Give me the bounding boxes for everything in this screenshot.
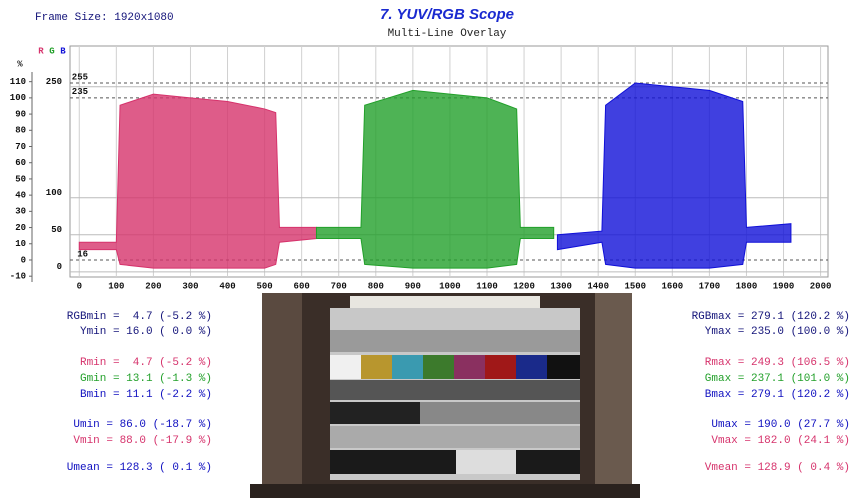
y-tick-label: 0 [57, 262, 62, 272]
waveform-band [315, 89, 555, 269]
x-tick-label: 1700 [699, 281, 721, 291]
reference-label: 235 [72, 87, 88, 97]
x-tick-label: 1800 [736, 281, 758, 291]
stat-line: Rmin = 4.7 (-5.2 %) [80, 357, 212, 369]
stat-line: Umin = 86.0 (-18.7 %) [73, 419, 212, 431]
chart-subtitle: Multi-Line Overlay [388, 28, 507, 40]
x-tick-label: 1000 [439, 281, 461, 291]
frame-size: Frame Size: 1920x1080 [35, 12, 174, 24]
y2-tick-label: 90 [15, 109, 26, 119]
x-tick-label: 1100 [476, 281, 498, 291]
x-tick-label: 1200 [513, 281, 535, 291]
x-tick-label: 100 [108, 281, 124, 291]
y2-tick-label: 50 [15, 174, 26, 184]
chart-title: 7. YUV/RGB Scope [380, 6, 514, 23]
legend-label: G [49, 46, 54, 56]
y2-tick-label: 60 [15, 158, 26, 168]
waveform-band [78, 93, 317, 269]
plot-frame [69, 45, 829, 278]
reference-label: 16 [77, 249, 88, 259]
y2-tick-label: 20 [15, 223, 26, 233]
x-tick-label: 200 [145, 281, 161, 291]
stat-line: Ymax = 235.0 (100.0 %) [705, 326, 850, 338]
stat-line: Bmax = 279.1 (120.2 %) [705, 389, 850, 401]
x-tick-label: 700 [331, 281, 347, 291]
stat-line: Gmin = 13.1 (-1.3 %) [80, 373, 212, 385]
x-tick-label: 1900 [773, 281, 795, 291]
y2-tick-label: 110 [10, 77, 26, 87]
y2-tick-label: 70 [15, 142, 26, 152]
x-tick-label: 300 [182, 281, 198, 291]
x-tick-label: 2000 [810, 281, 832, 291]
stat-line: Bmin = 11.1 (-2.2 %) [80, 389, 212, 401]
stat-line: RGBmax = 279.1 (120.2 %) [692, 311, 850, 323]
legend-label: B [60, 46, 66, 56]
x-tick-label: 1500 [624, 281, 646, 291]
stat-line: Rmax = 249.3 (106.5 %) [705, 357, 850, 369]
y-tick-label: 250 [46, 77, 62, 87]
stat-line: Vmax = 182.0 (24.1 %) [711, 435, 850, 447]
x-tick-label: 1400 [587, 281, 609, 291]
x-tick-label: 400 [219, 281, 235, 291]
stat-line: Vmin = 88.0 (-17.9 %) [73, 435, 212, 447]
y2-tick-label: 0 [21, 255, 26, 265]
x-tick-label: 500 [256, 281, 272, 291]
y2-tick-label: -10 [10, 272, 26, 282]
x-tick-label: 900 [405, 281, 421, 291]
x-tick-label: 1600 [662, 281, 684, 291]
x-tick-label: 1300 [550, 281, 572, 291]
stat-line: Ymin = 16.0 ( 0.0 %) [80, 326, 212, 338]
y2-tick-label: 40 [15, 191, 26, 201]
stat-line: RGBmin = 4.7 (-5.2 %) [67, 311, 212, 323]
y2-tick-label: 30 [15, 207, 26, 217]
stat-line: Umean = 128.3 ( 0.1 %) [67, 462, 212, 474]
y-tick-label: 50 [51, 225, 62, 235]
reference-label: 255 [72, 72, 88, 82]
test-chart-photo [250, 293, 640, 498]
x-tick-label: 0 [77, 281, 82, 291]
stat-line: Umax = 190.0 (27.7 %) [711, 419, 850, 431]
y2-axis-label: % [17, 59, 23, 69]
y2-tick-label: 80 [15, 126, 26, 136]
waveform-band [556, 82, 792, 269]
y2-tick-label: 10 [15, 239, 26, 249]
x-tick-label: 600 [294, 281, 310, 291]
legend-label: R [38, 46, 44, 56]
x-tick-label: 800 [368, 281, 384, 291]
stat-line: Gmax = 237.1 (101.0 %) [705, 373, 850, 385]
y2-tick-label: 100 [10, 93, 26, 103]
stat-line: Vmean = 128.9 ( 0.4 %) [705, 462, 850, 474]
y-tick-label: 100 [46, 188, 62, 198]
